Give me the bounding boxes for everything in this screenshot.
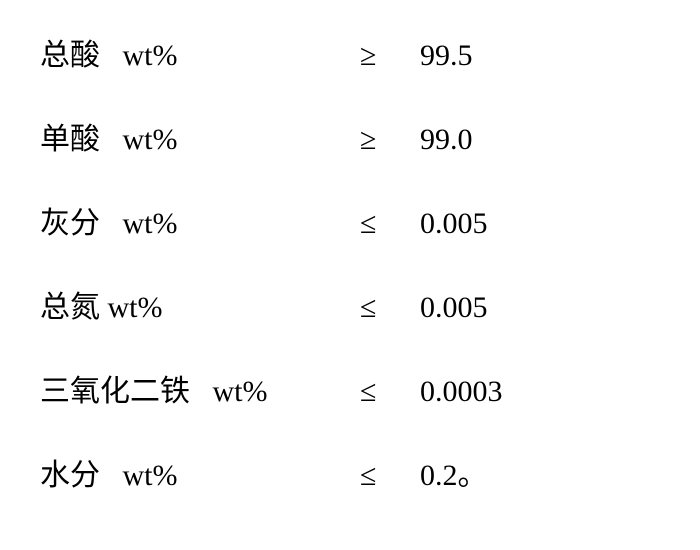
spec-operator: ≤ bbox=[360, 207, 420, 241]
table-row: 灰分 wt% ≤ 0.005 bbox=[40, 198, 660, 242]
spec-label: 三氧化二铁 wt% bbox=[40, 366, 360, 410]
spec-operator: ≤ bbox=[360, 459, 420, 493]
specification-table: 总酸 wt% ≥ 99.5 单酸 wt% ≥ 99.0 灰分 wt% ≤ 0.0… bbox=[40, 30, 660, 494]
spec-value: 0.2。 bbox=[420, 450, 488, 494]
spec-label: 总酸 wt% bbox=[40, 30, 360, 74]
spec-operator: ≤ bbox=[360, 291, 420, 325]
spec-label: 灰分 wt% bbox=[40, 198, 360, 242]
spec-label: 单酸 wt% bbox=[40, 114, 360, 158]
table-row: 水分 wt% ≤ 0.2。 bbox=[40, 450, 660, 494]
spec-operator: ≥ bbox=[360, 39, 420, 73]
spec-value: 0.0003 bbox=[420, 375, 503, 409]
table-row: 总酸 wt% ≥ 99.5 bbox=[40, 30, 660, 74]
spec-value: 99.5 bbox=[420, 39, 473, 73]
spec-operator: ≥ bbox=[360, 123, 420, 157]
table-row: 三氧化二铁 wt% ≤ 0.0003 bbox=[40, 366, 660, 410]
spec-operator: ≤ bbox=[360, 375, 420, 409]
spec-label: 总氮 wt% bbox=[40, 282, 360, 326]
table-row: 总氮 wt% ≤ 0.005 bbox=[40, 282, 660, 326]
spec-value: 99.0 bbox=[420, 123, 473, 157]
spec-value: 0.005 bbox=[420, 291, 488, 325]
spec-value: 0.005 bbox=[420, 207, 488, 241]
table-row: 单酸 wt% ≥ 99.0 bbox=[40, 114, 660, 158]
spec-label: 水分 wt% bbox=[40, 450, 360, 494]
